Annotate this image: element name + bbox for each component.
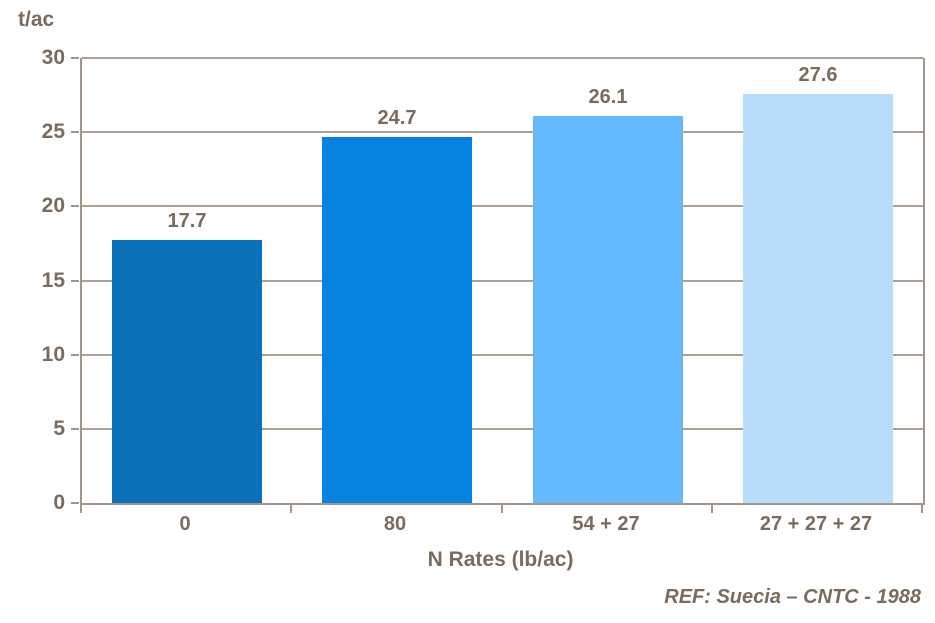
y-tick-mark-30 [71,57,79,59]
bar-80 [322,137,472,503]
y-tick-label-0: 0 [53,491,65,514]
bar-54 + 27 [533,116,683,503]
bar-27 + 27 + 27 [743,94,893,503]
y-tick-mark-25 [71,131,79,134]
bar-0 [112,240,262,503]
gridline-y-30 [82,57,923,59]
y-tick-label-20: 20 [41,194,65,218]
x-category-label-27 + 27 + 27: 27 + 27 + 27 [759,513,873,535]
y-axis-unit-label: t/ac [18,8,55,31]
y-tick-mark-5 [71,427,79,430]
bar-value-label-27 + 27 + 27: 27.6 [798,64,838,86]
plot-area: 17.7 24.7 26.1 27.6 [80,57,925,505]
x-category-label-54 + 27: 54 + 27 [572,513,640,535]
gridline-y-5 [82,427,923,430]
y-tick-mark-0 [71,502,79,504]
reference-note: REF: Suecia – CNTC - 1988 [664,586,921,608]
gridline-y-20 [82,205,923,208]
x-tick-mark-2 [501,505,503,513]
y-tick-label-10: 10 [41,342,65,366]
y-tick-mark-10 [71,353,79,356]
bar-value-label-80: 24.7 [377,107,417,129]
bar-value-label-0: 17.7 [167,210,207,232]
gridline-y-10 [82,353,923,356]
y-tick-mark-15 [71,279,79,282]
x-tick-mark-4 [921,505,923,513]
y-tick-label-5: 5 [53,416,65,440]
y-tick-label-15: 15 [41,268,65,292]
bar-value-label-54 + 27: 26.1 [588,86,628,108]
x-category-label-0: 0 [179,513,191,535]
y-tick-mark-20 [71,205,79,208]
x-tick-mark-0 [80,505,82,513]
x-category-label-80: 80 [383,513,407,535]
gridline-y-25 [82,131,923,134]
x-tick-mark-1 [290,505,292,513]
gridline-y-15 [82,279,923,282]
y-tick-label-25: 25 [41,120,65,144]
y-tick-label-30: 30 [41,46,65,69]
x-axis-title: N Rates (lb/ac) [427,548,574,571]
x-tick-mark-3 [711,505,713,513]
